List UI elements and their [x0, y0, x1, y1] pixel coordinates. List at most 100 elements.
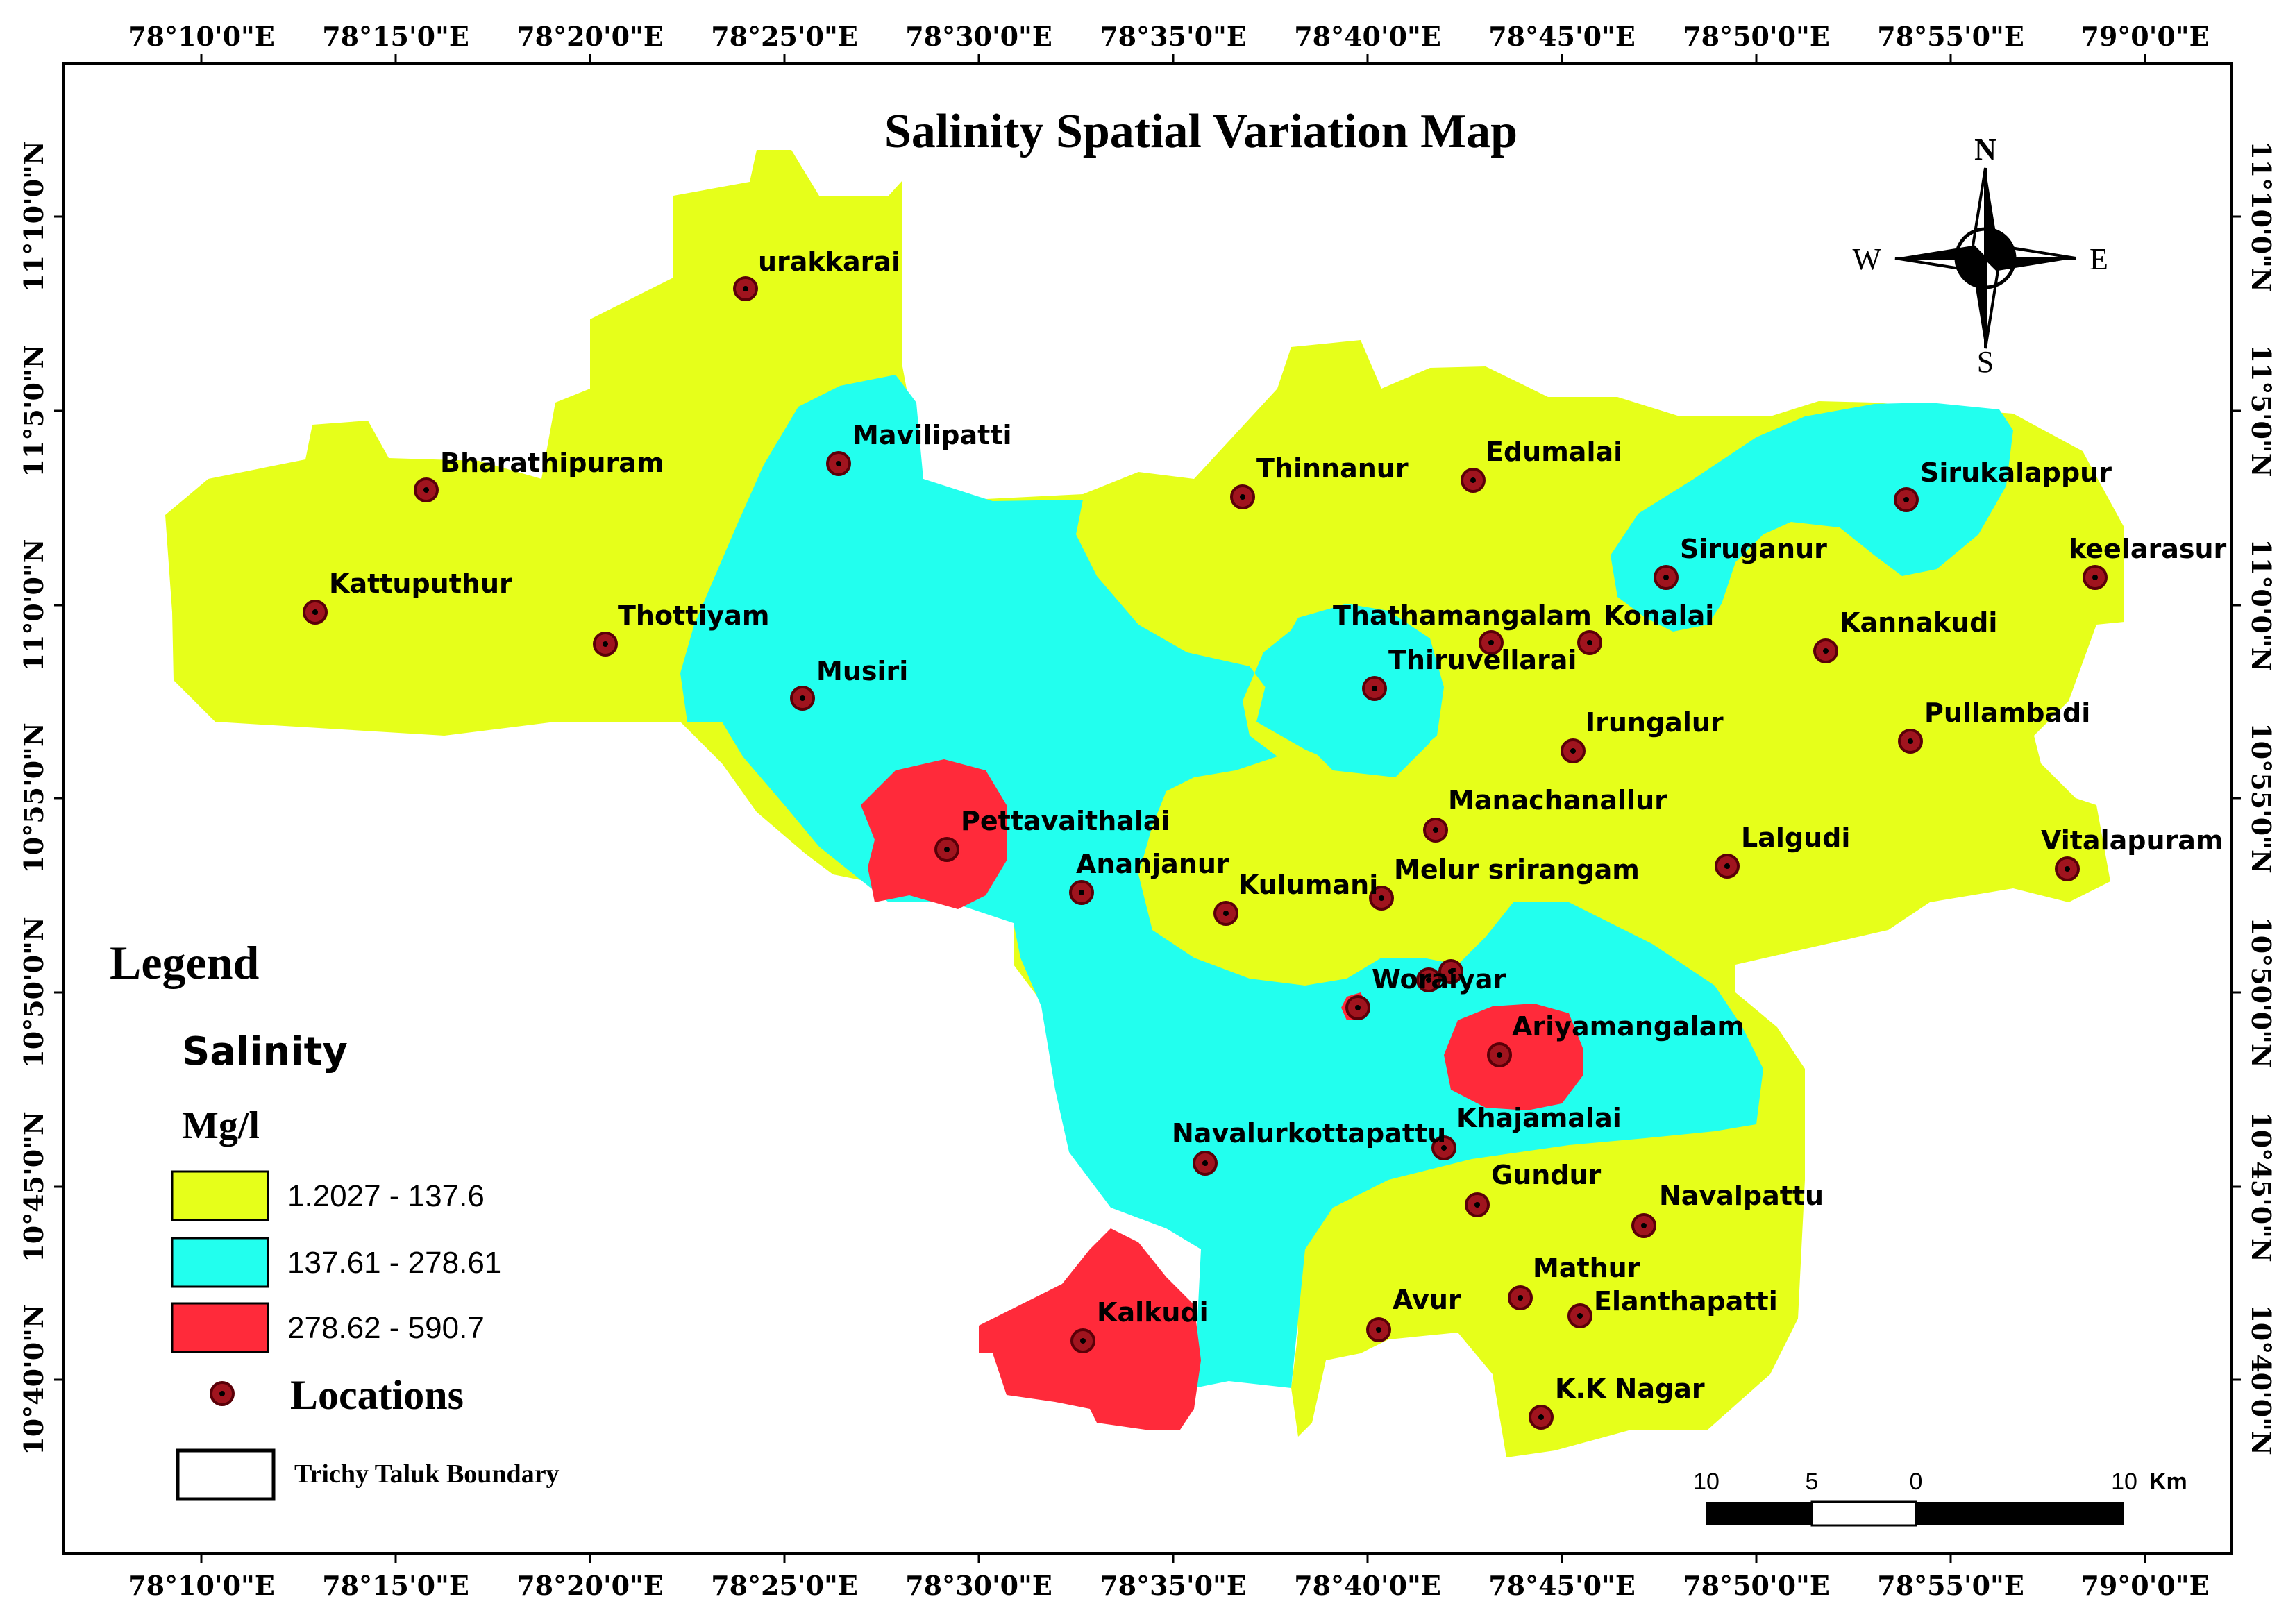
- scale-unit: Km: [2149, 1469, 2187, 1495]
- location-label: Kattuputhur: [329, 568, 512, 599]
- scale-segment: [1810, 1500, 1917, 1527]
- location-marker[interactable]: [1438, 959, 1463, 984]
- location-label: Irungalur: [1586, 707, 1724, 738]
- location-marker[interactable]: [934, 837, 959, 862]
- scale-label: 5: [1806, 1469, 1819, 1495]
- location-label: Edumalai: [1486, 437, 1622, 467]
- legend-class-label: 1.2027 - 137.6: [287, 1179, 485, 1213]
- tick-label: 78°15'0"E: [322, 21, 469, 52]
- location-marker[interactable]: [2083, 565, 2108, 590]
- location-label: Ariyamangalam: [1512, 1011, 1745, 1042]
- legend-swatch-high: [171, 1302, 269, 1353]
- location-marker[interactable]: [1069, 880, 1094, 905]
- location-label: Vitalapuram: [2041, 825, 2223, 856]
- tick-label: 11°5'0"N: [2246, 345, 2277, 477]
- bottom-tick-marks: [200, 1553, 2146, 1563]
- scale-label: 0: [1910, 1469, 1923, 1495]
- tick-label: 78°35'0"E: [1100, 1570, 1247, 1601]
- legend-boundary-swatch: [176, 1448, 276, 1501]
- location-marker[interactable]: [1631, 1213, 1656, 1238]
- zone-mid-salinity: [1611, 403, 2013, 632]
- top-tick-marks: [200, 54, 2146, 64]
- tick-label: 79°0'0"E: [2080, 1570, 2209, 1601]
- compass-north-label: N: [1974, 133, 1996, 167]
- location-marker[interactable]: [1577, 630, 1602, 655]
- location-marker[interactable]: [1193, 1151, 1218, 1176]
- location-label: Woraiyar: [1372, 964, 1506, 995]
- location-marker[interactable]: [1898, 729, 1923, 754]
- location-label: Mathur: [1533, 1253, 1640, 1283]
- tick-label: 78°40'0"E: [1294, 1570, 1441, 1601]
- location-marker[interactable]: [1487, 1042, 1512, 1067]
- location-label: Konalai: [1604, 600, 1714, 631]
- zone-high-salinity: [979, 1228, 1201, 1430]
- legend-title: Legend: [110, 936, 260, 989]
- location-markers: [303, 276, 2108, 1430]
- legend-locations-label: Locations: [290, 1372, 464, 1418]
- location-label: keelarasur: [2069, 534, 2227, 564]
- location-marker[interactable]: [1213, 901, 1238, 926]
- legend-swatch-low: [171, 1170, 269, 1221]
- location-marker[interactable]: [826, 451, 851, 476]
- location-marker[interactable]: [733, 276, 758, 301]
- tick-label: 78°45'0"E: [1488, 21, 1636, 52]
- location-label: Thiruvellarai: [1388, 645, 1577, 675]
- location-marker[interactable]: [1416, 967, 1441, 992]
- legend-class-label: 137.61 - 278.61: [287, 1246, 501, 1280]
- location-label: Siruganur: [1680, 534, 1827, 564]
- location-marker[interactable]: [1715, 854, 1740, 879]
- location-marker[interactable]: [790, 686, 815, 711]
- location-marker[interactable]: [593, 632, 618, 657]
- location-label: Kannakudi: [1840, 607, 1997, 638]
- location-marker[interactable]: [1423, 818, 1448, 843]
- location-label: Pettavaithalai: [961, 806, 1170, 836]
- location-marker[interactable]: [1508, 1285, 1533, 1310]
- location-marker[interactable]: [303, 600, 328, 625]
- location-label: Kulumani: [1238, 870, 1378, 900]
- top-tick-labels: 78°10'0"E 78°15'0"E 78°20'0"E 78°25'0"E …: [128, 21, 2209, 52]
- location-label: Bharathipuram: [440, 448, 664, 478]
- location-marker[interactable]: [2055, 856, 2080, 881]
- location-marker[interactable]: [1561, 738, 1586, 763]
- tick-label: 78°25'0"E: [711, 21, 858, 52]
- location-marker[interactable]: [1070, 1328, 1095, 1353]
- location-label: Kalkudi: [1097, 1297, 1209, 1328]
- tick-label: 78°50'0"E: [1683, 1570, 1830, 1601]
- location-label: Ananjanur: [1076, 849, 1229, 879]
- location-marker[interactable]: [1345, 995, 1370, 1020]
- location-label: Thinnanur: [1256, 453, 1409, 484]
- location-marker[interactable]: [1461, 468, 1486, 493]
- compass-rose-icon: [1894, 167, 2076, 349]
- location-marker[interactable]: [1230, 484, 1255, 509]
- location-marker[interactable]: [1529, 1405, 1554, 1430]
- tick-label: 78°40'0"E: [1294, 21, 1441, 52]
- location-marker[interactable]: [1431, 1135, 1456, 1160]
- location-label: Khajamalai: [1456, 1103, 1622, 1133]
- location-label: Mavilipatti: [852, 420, 1012, 450]
- location-label: Musiri: [816, 656, 908, 686]
- location-marker[interactable]: [1465, 1192, 1490, 1217]
- location-marker[interactable]: [414, 477, 439, 502]
- location-marker[interactable]: [1567, 1303, 1592, 1328]
- bottom-tick-labels: 78°10'0"E 78°15'0"E 78°20'0"E 78°25'0"E …: [128, 1570, 2209, 1601]
- location-marker[interactable]: [1369, 886, 1394, 911]
- tick-label: 78°20'0"E: [516, 1570, 664, 1601]
- legend-layer-name: Salinity: [182, 1029, 348, 1074]
- location-marker[interactable]: [1654, 565, 1679, 590]
- scale-bar: 10 5 0 10 Km: [1693, 1469, 2187, 1527]
- location-marker[interactable]: [1479, 630, 1504, 655]
- legend-location-marker-icon: [210, 1381, 235, 1406]
- location-marker[interactable]: [1894, 487, 1919, 512]
- location-label: urakkarai: [758, 246, 900, 277]
- tick-label: 10°55'0"N: [18, 722, 49, 873]
- location-marker[interactable]: [1362, 676, 1387, 701]
- location-label: Melur srirangam: [1394, 854, 1640, 885]
- location-marker[interactable]: [1366, 1317, 1391, 1342]
- location-marker[interactable]: [1813, 638, 1838, 663]
- left-tick-labels: 11°10'0"N 11°5'0"N 11°0'0"N 10°55'0"N 10…: [18, 141, 49, 1455]
- tick-label: 11°10'0"N: [18, 141, 49, 291]
- compass-east-label: E: [2090, 242, 2108, 276]
- tick-label: 78°35'0"E: [1100, 21, 1247, 52]
- zone-high-salinity: [861, 759, 1007, 909]
- location-label: Avur: [1393, 1285, 1461, 1315]
